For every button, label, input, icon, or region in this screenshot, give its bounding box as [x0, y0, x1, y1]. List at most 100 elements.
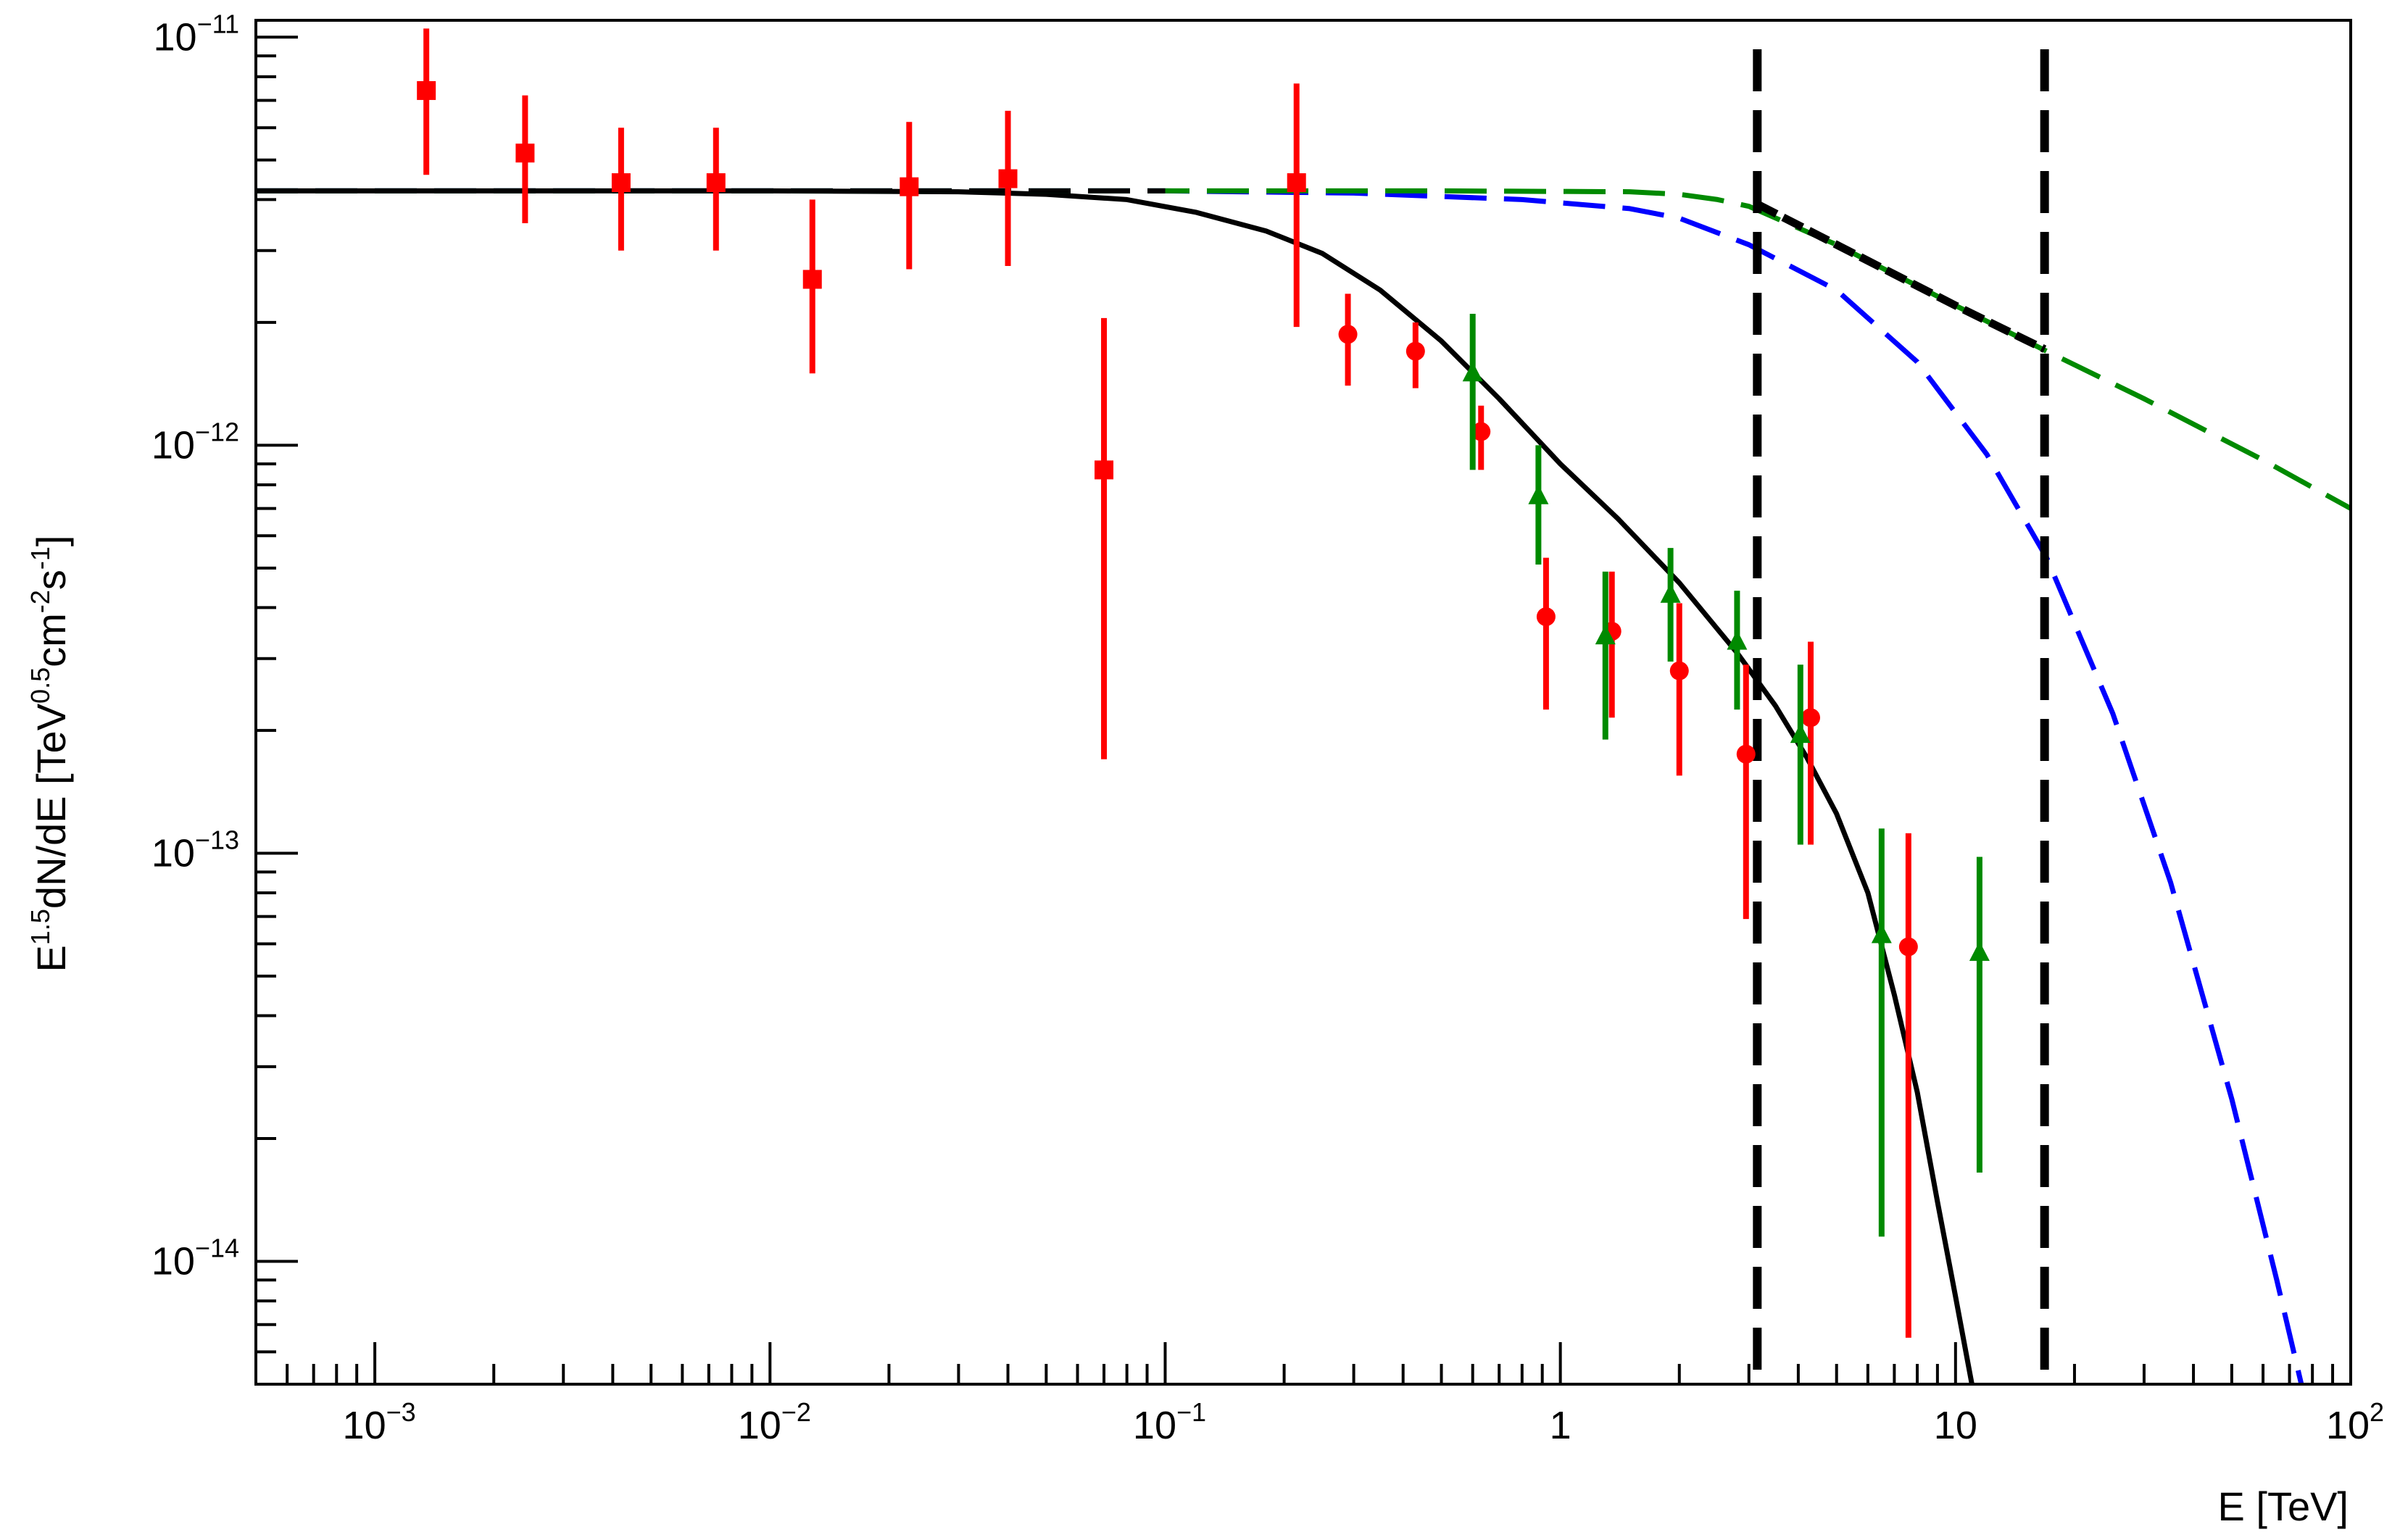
data-point	[1095, 317, 1114, 759]
x-tick-label-exponent: −1	[1176, 1397, 1206, 1427]
marker-circle	[1536, 607, 1556, 626]
data-point	[900, 122, 919, 270]
model-curves	[256, 188, 2351, 1384]
x-tick-label-base: 10	[738, 1404, 781, 1447]
data-point	[1338, 294, 1358, 386]
x-tick-label-base: 10	[1133, 1404, 1176, 1447]
data-point	[1462, 313, 1483, 470]
y-tick-label-exponent: −14	[195, 1233, 239, 1263]
marker-square	[706, 173, 726, 193]
marker-circle	[1405, 341, 1425, 361]
axis-ticks	[254, 36, 2352, 1386]
x-tick-label: 10−1	[1133, 1397, 1206, 1447]
x-tick-label: 10−3	[343, 1397, 416, 1447]
data-point	[1595, 571, 1616, 740]
marker-circle	[1338, 325, 1358, 344]
marker-square	[611, 173, 631, 193]
y-axis-title-exp: 1.5	[25, 909, 55, 945]
data-point	[1405, 322, 1425, 388]
data-point	[1736, 665, 1756, 920]
x-tick-label-exponent: 2	[2370, 1397, 2384, 1427]
x-axis-title: E [TeV]	[2217, 1483, 2349, 1529]
y-tick-label: 10−14	[151, 1233, 239, 1283]
marker-triangle	[1969, 941, 1990, 961]
marker-circle	[1736, 744, 1756, 764]
marker-circle	[1669, 661, 1689, 680]
marker-square	[998, 169, 1018, 188]
marker-triangle	[1595, 625, 1616, 645]
x-tick-label: 102	[2326, 1397, 2384, 1447]
y-tick-label-exponent: −11	[197, 9, 239, 38]
x-tick-label: 10	[1934, 1404, 1977, 1447]
y-tick-label-base: 10	[151, 1240, 195, 1283]
marker-triangle	[1871, 923, 1892, 944]
vertical-lines	[1753, 49, 2049, 1384]
y-axis-title-part: E	[28, 945, 74, 972]
y-tick-label: 10−11	[154, 9, 239, 59]
marker-square	[1287, 173, 1306, 193]
data-point	[1669, 603, 1689, 776]
y-tick-label-base: 10	[151, 831, 195, 875]
marker-circle	[1471, 422, 1491, 441]
data-point	[1471, 405, 1491, 470]
y-tick-label: 10−12	[151, 417, 239, 467]
x-tick-label-base: 10	[343, 1404, 386, 1447]
marker-triangle	[1727, 630, 1748, 650]
y-axis-title-exp: -1	[25, 546, 55, 570]
data-point	[1536, 557, 1556, 710]
y-axis-title-part: ]	[28, 536, 74, 547]
model-curve-2	[256, 188, 2304, 1384]
y-axis-title-part: dN/dE [TeV	[28, 703, 74, 909]
data-point	[515, 95, 535, 224]
data-point	[611, 128, 631, 251]
data-point	[706, 128, 726, 251]
data-point	[1790, 665, 1811, 845]
x-tick-label-exponent: −2	[781, 1397, 811, 1427]
y-axis-title-part: cm	[28, 613, 74, 667]
data-point	[1528, 445, 1549, 565]
marker-square	[417, 80, 436, 100]
y-tick-label-base: 10	[154, 15, 197, 59]
data-point	[1287, 83, 1306, 328]
x-tick-label: 10−2	[738, 1397, 811, 1447]
data-points	[417, 28, 1990, 1338]
marker-square	[900, 177, 919, 196]
data-point	[998, 110, 1018, 266]
x-tick-label-base: 10	[1934, 1404, 1977, 1447]
y-axis-title-exp: 0.5	[25, 667, 55, 704]
marker-triangle	[1528, 484, 1549, 504]
model-curve-1	[256, 188, 1975, 1384]
model-curve-5	[1755, 200, 2047, 353]
data-point	[802, 199, 822, 374]
marker-square	[1095, 460, 1114, 480]
data-point	[1801, 641, 1820, 845]
marker-triangle	[1462, 362, 1483, 382]
data-point	[1727, 591, 1748, 710]
marker-circle	[1898, 937, 1918, 957]
y-tick-label-exponent: −12	[195, 417, 239, 446]
y-tick-label-exponent: −13	[195, 825, 239, 854]
y-axis-title-exp: -2	[25, 590, 55, 613]
marker-circle	[1801, 708, 1820, 728]
x-tick-label-base: 1	[1550, 1404, 1571, 1447]
data-point	[1871, 828, 1892, 1237]
x-tick-label-exponent: −3	[386, 1397, 416, 1427]
x-tick-label-base: 10	[2326, 1404, 2370, 1447]
y-axis-title-part: s	[28, 570, 74, 590]
y-axis-title: E1.5dN/dE [TeV0.5cm-2s-1]	[25, 536, 74, 973]
y-tick-label: 10−13	[151, 825, 239, 875]
marker-triangle	[1660, 583, 1681, 603]
data-point	[417, 28, 436, 175]
marker-square	[515, 143, 535, 163]
y-tick-label-base: 10	[151, 423, 195, 467]
data-point	[1660, 548, 1681, 662]
model-curve-3	[256, 188, 2351, 511]
data-point	[1898, 833, 1918, 1338]
data-point	[1969, 857, 1990, 1173]
x-tick-label: 1	[1550, 1404, 1571, 1447]
marker-triangle	[1790, 723, 1811, 744]
plot-frame	[254, 19, 2352, 1386]
marker-square	[802, 270, 822, 289]
